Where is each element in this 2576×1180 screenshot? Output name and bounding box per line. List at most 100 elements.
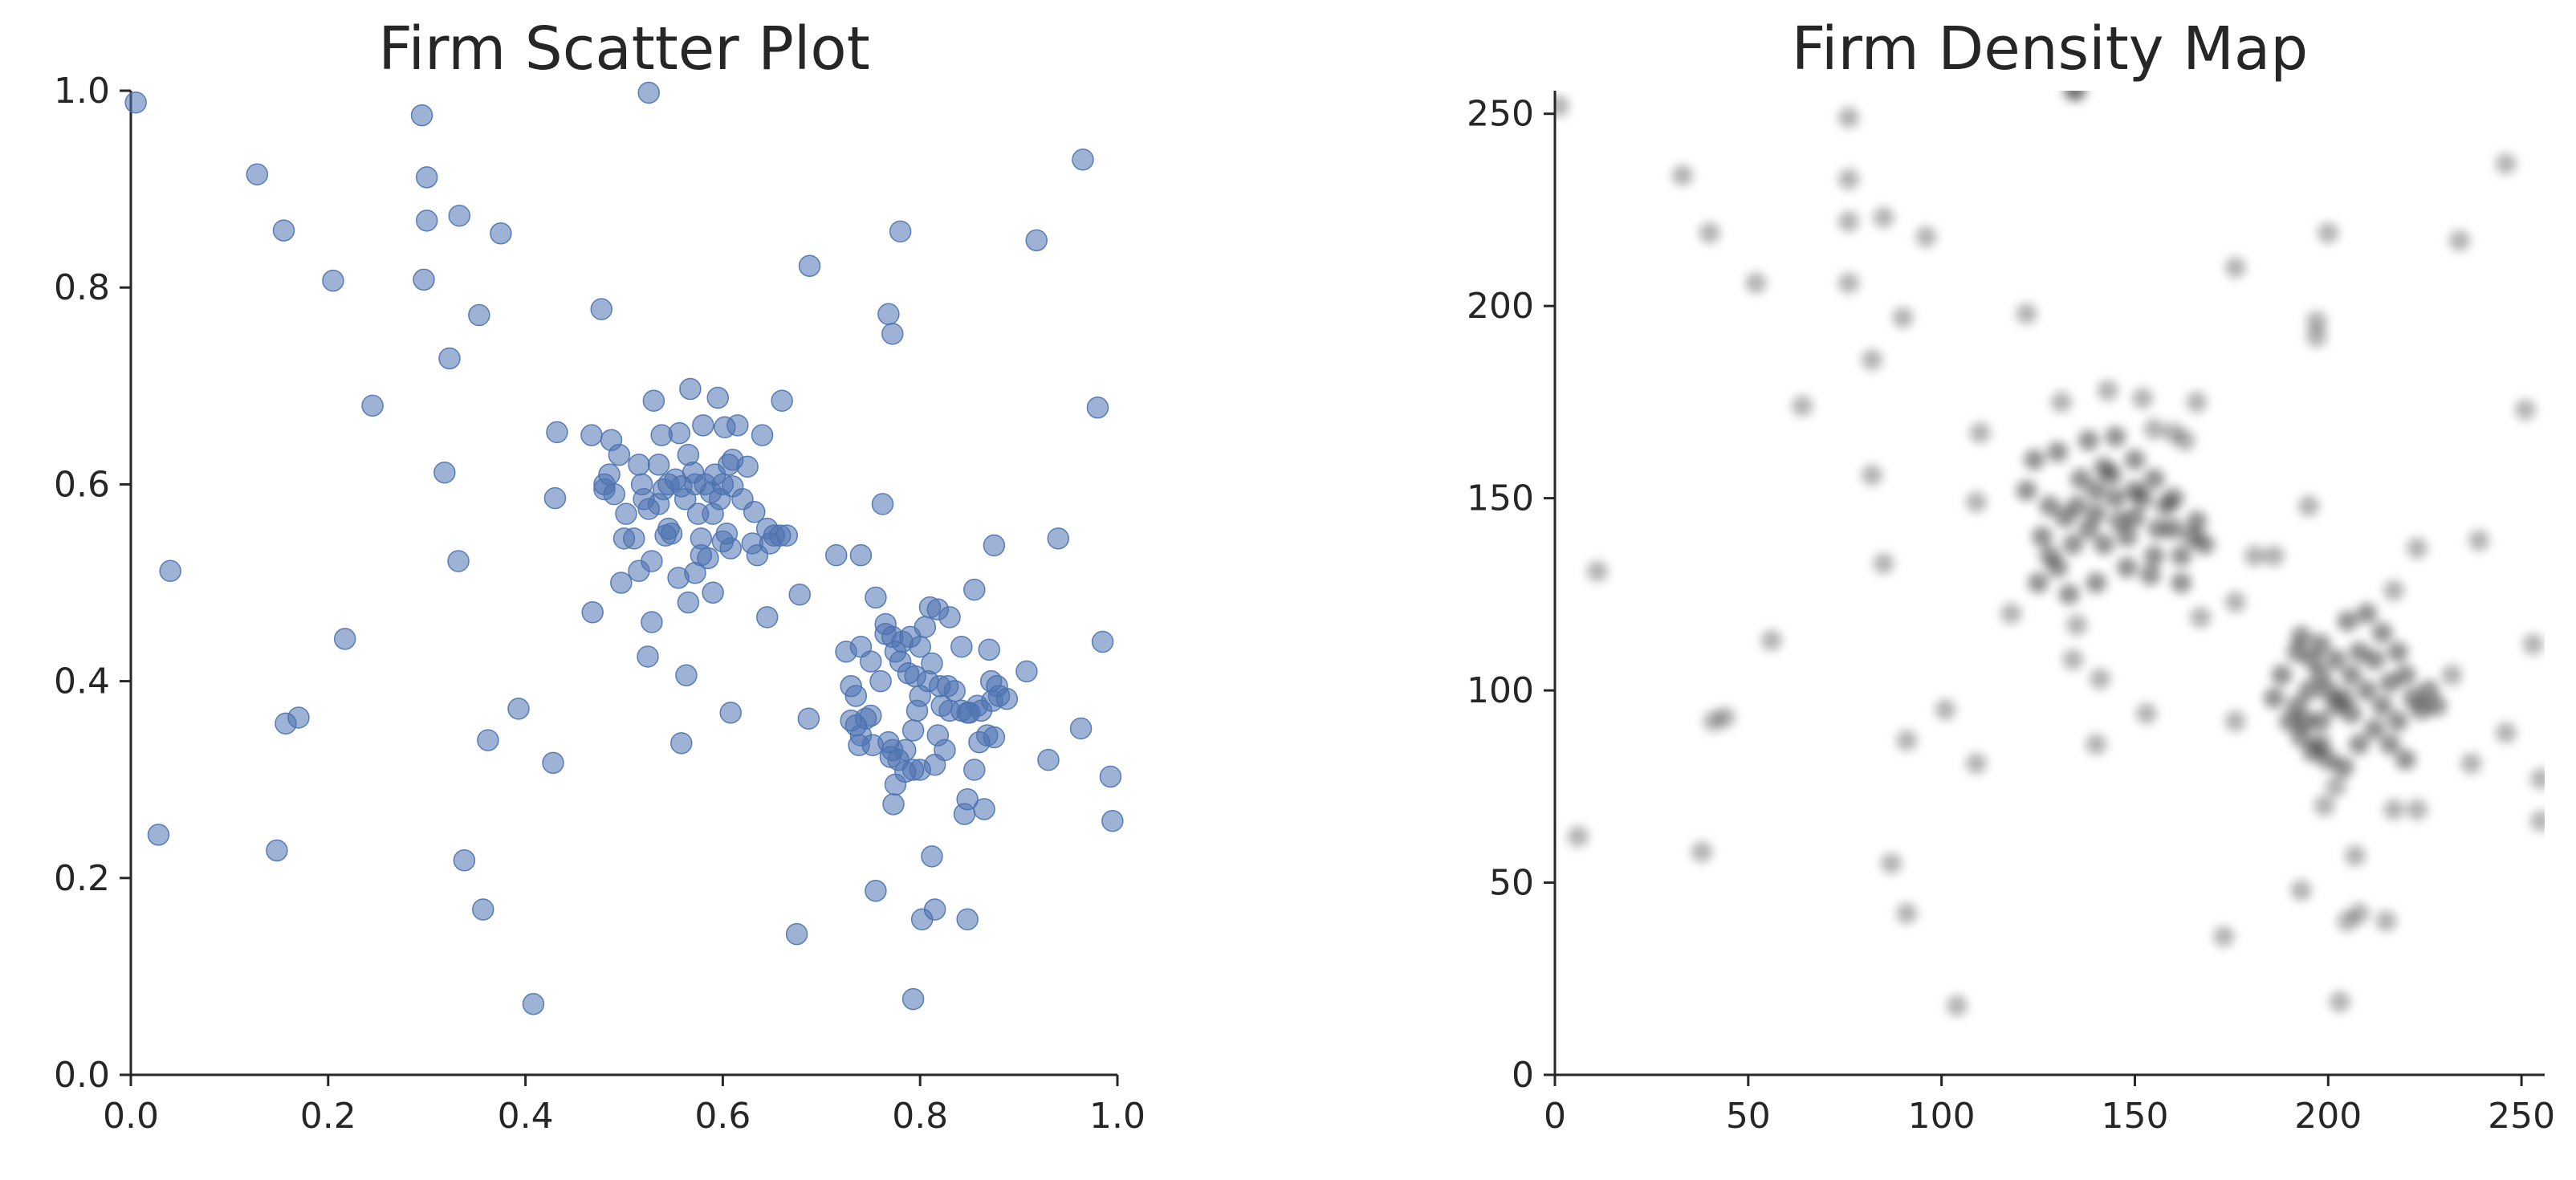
density-blob	[2190, 607, 2212, 629]
scatter-point	[824, 543, 848, 567]
density-y-tick-label: 50	[1489, 863, 1534, 904]
scatter-point	[963, 578, 986, 601]
density-blob	[1699, 222, 1720, 244]
density-blob	[1555, 96, 1569, 117]
scatter-chart-canvas: 0.0 0.2 0.4 0.6 0.8 1.0 0.0 0.2 0.4 0.6 0.8 1.0	[54, 71, 1146, 1137]
density-blob	[1896, 730, 1918, 751]
density-blob	[2356, 680, 2378, 702]
density-blob	[2062, 649, 2084, 670]
density-blob	[2495, 722, 2517, 743]
scatter-point	[871, 493, 894, 515]
scatter-point	[670, 732, 693, 755]
scatter-points	[124, 81, 1124, 1015]
density-blob	[2271, 664, 2293, 686]
density-blob	[2460, 753, 2482, 775]
density-blob	[2058, 584, 2080, 605]
density-blob	[1671, 165, 1693, 186]
density-blob	[2364, 649, 2386, 670]
scatter-point	[956, 908, 979, 931]
density-blob	[2093, 534, 2114, 555]
density-blob	[2495, 153, 2517, 174]
scatter-point	[272, 219, 295, 242]
scatter-point	[963, 759, 986, 781]
scatter-point	[844, 685, 868, 707]
scatter-point	[706, 386, 730, 409]
density-blob	[1946, 995, 1968, 1016]
density-blob	[2379, 672, 2401, 694]
density-blob	[1969, 422, 1991, 444]
scatter-point	[275, 712, 297, 735]
density-x-tick-label: 250	[2488, 1096, 2555, 1137]
scatter-point	[593, 478, 616, 501]
density-blob	[2333, 687, 2354, 709]
density-blob	[2314, 795, 2335, 816]
density-blob	[2530, 768, 2545, 790]
density-blob	[2132, 388, 2154, 409]
scatter-point	[938, 606, 961, 629]
scatter-point	[628, 454, 650, 476]
scatter-point	[610, 572, 633, 594]
scatter-point	[542, 751, 564, 775]
scatter-point	[894, 739, 917, 762]
density-blob	[2309, 734, 2331, 755]
density-blob	[2294, 710, 2316, 732]
density-blob	[2333, 756, 2354, 778]
density-blob	[2522, 633, 2544, 655]
scatter-point	[448, 204, 471, 227]
scatter-point	[702, 503, 724, 525]
density-blob	[2031, 526, 2053, 547]
scatter-point	[472, 898, 494, 921]
scatter-point	[490, 222, 512, 245]
scatter-point	[921, 845, 943, 868]
scatter-point	[433, 461, 456, 484]
scatter-point	[785, 922, 808, 946]
density-blob	[2383, 580, 2405, 601]
scatter-point	[677, 591, 700, 614]
density-blob	[2086, 734, 2107, 755]
scatter-point	[608, 443, 631, 466]
scatter-y-tick-label: 0.8	[54, 267, 110, 308]
scatter-point	[322, 269, 344, 292]
scatter-point	[637, 81, 660, 104]
scatter-point	[361, 394, 384, 417]
density-blob	[1935, 699, 1956, 721]
scatter-point	[881, 323, 904, 345]
scatter-point	[938, 699, 961, 722]
density-blob	[2224, 710, 2246, 732]
density-blob	[2116, 556, 2138, 578]
scatter-point	[910, 908, 934, 931]
density-blob	[2387, 710, 2408, 732]
scatter-x-tick-label: 0.8	[892, 1096, 948, 1137]
density-chart: Firm Density Map 0 50 100 150 200 250 0 50 100 15…	[1284, 0, 2576, 1180]
scatter-point	[615, 503, 637, 525]
scatter-point	[865, 879, 887, 902]
density-blob	[2093, 457, 2114, 478]
scatter-point	[956, 787, 979, 811]
density-blob	[2302, 649, 2324, 670]
density-y-tick-label: 250	[1467, 94, 1534, 135]
density-chart-title: Firm Density Map	[1791, 14, 2309, 83]
density-blob	[2407, 799, 2428, 820]
scatter-point	[679, 377, 702, 401]
scatter-point	[647, 454, 670, 476]
scatter-point	[840, 709, 862, 732]
scatter-point	[901, 719, 925, 742]
density-y-tick-label: 0	[1512, 1055, 1534, 1096]
scatter-point	[507, 698, 530, 720]
density-blob	[2086, 480, 2107, 502]
density-blob	[2143, 545, 2165, 567]
density-blob	[2000, 603, 2022, 625]
density-blob	[2441, 664, 2463, 686]
scatter-point	[1091, 630, 1114, 653]
density-blob	[2514, 399, 2536, 421]
density-blob	[2116, 526, 2138, 547]
density-blob	[1745, 272, 1767, 294]
density-x-tick-label: 150	[2101, 1096, 2168, 1137]
scatter-point	[751, 424, 774, 446]
density-x-tick-label: 50	[1726, 1096, 1771, 1137]
density-blob	[2286, 695, 2308, 717]
scatter-point	[889, 220, 912, 243]
density-blob	[1965, 491, 1987, 513]
density-blob	[1586, 560, 1608, 582]
scatter-point	[637, 645, 659, 668]
